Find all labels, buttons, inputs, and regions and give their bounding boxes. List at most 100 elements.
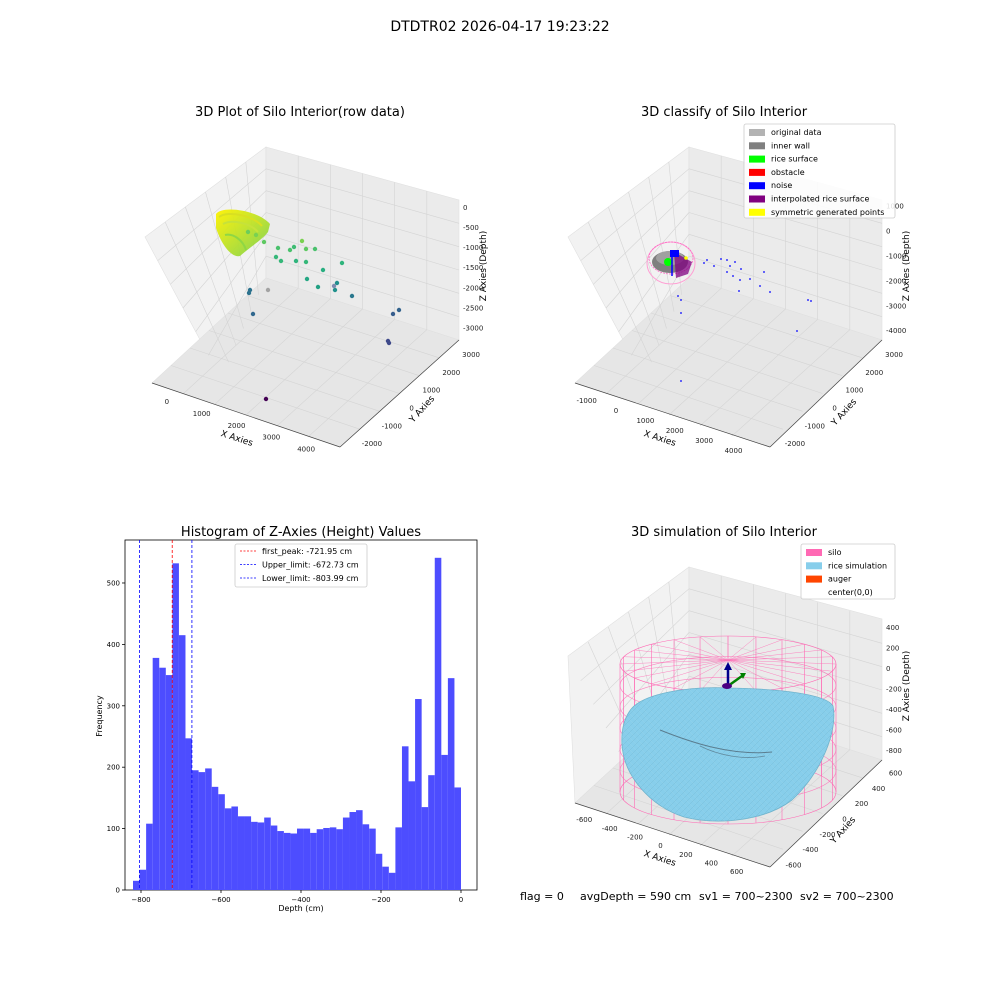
- noise-point: [732, 275, 734, 277]
- x-tick-label: 0: [459, 896, 463, 904]
- histogram-bar: [349, 812, 357, 890]
- histogram-x-ticks: −800 −600 −400 −200 0: [131, 890, 463, 904]
- x-tick-label: 400: [705, 859, 718, 867]
- panel-classify-3d: 3D classify of Silo Interior -1000 0 1000 2…: [567, 105, 912, 455]
- y-tick-label: 500: [107, 579, 120, 587]
- panel-raw-3d: 3D Plot of Silo Interior(row data) 0 1000…: [144, 105, 489, 454]
- z-tick-label: -1000: [463, 244, 483, 252]
- legend-swatch: [749, 155, 765, 163]
- scatter-point: [275, 245, 281, 251]
- histogram-bar: [165, 675, 173, 890]
- y-tick-label: -400: [803, 846, 819, 854]
- histogram-bar: [146, 823, 153, 890]
- legend-entry: noise: [749, 181, 792, 190]
- x-tick-label: -1000: [576, 397, 596, 405]
- legend-entry: Lower_limit: -803.99 cm: [240, 574, 359, 583]
- panel-classify-ylabel: Y Axies: [829, 397, 859, 429]
- histogram-bar: [257, 822, 265, 890]
- histogram-reference-lines: [139, 540, 193, 890]
- histogram-bar: [224, 808, 232, 890]
- legend-swatch: [806, 549, 822, 556]
- histogram-bar: [205, 768, 212, 890]
- histogram-bar: [283, 832, 291, 890]
- x-tick-label: 3000: [262, 434, 280, 442]
- histogram-bar: [218, 794, 225, 890]
- z-tick-label: 0: [463, 204, 467, 212]
- scatter-point: [253, 232, 259, 238]
- z-tick-label: -4000: [886, 327, 906, 335]
- legend-label: symmetric generated points: [771, 208, 884, 217]
- legend-swatch: [806, 562, 822, 570]
- scatter-point: [386, 340, 392, 346]
- histogram-bar: [172, 563, 179, 890]
- y-tick-label: -200: [820, 831, 836, 839]
- classify-legend: original data inner wall rice surface obsta…: [743, 123, 896, 219]
- legend-swatch: [749, 129, 765, 136]
- scatter-point: [334, 280, 340, 286]
- histogram-bar: [244, 816, 252, 890]
- z-tick-label: -600: [886, 727, 902, 735]
- histogram-bar: [270, 825, 278, 890]
- y-tick-label: 0: [842, 816, 846, 824]
- histogram-bar: [185, 738, 193, 890]
- scatter-point: [293, 258, 299, 264]
- noise-point: [810, 300, 812, 302]
- y-tick-label: 3000: [462, 351, 480, 359]
- noise-point: [729, 265, 731, 267]
- footer-flag: flag = 0: [520, 890, 564, 903]
- histogram-bar: [415, 699, 422, 890]
- legend-label: Upper_limit: -672.73 cm: [262, 561, 359, 570]
- scatter-point: [312, 246, 318, 252]
- panel-classify-title: 3D classify of Silo Interior: [641, 105, 808, 120]
- y-tick-label: 3000: [885, 351, 903, 359]
- noise-point: [726, 259, 728, 261]
- legend-entry: symmetric generated points: [749, 208, 884, 217]
- histogram-bar: [192, 770, 199, 890]
- panel-simulation-title: 3D simulation of Silo Interior: [631, 525, 818, 540]
- histogram-bar: [178, 635, 186, 890]
- noise-point: [734, 261, 736, 263]
- z-tick-label: -400: [886, 706, 902, 714]
- footer-sv2: sv2 = 700~2300: [800, 890, 894, 903]
- noise-point: [720, 258, 722, 260]
- legend-label: interpolated rice surface: [771, 195, 869, 204]
- x-tick-label: 4000: [297, 446, 315, 454]
- histogram-bar: [310, 832, 317, 890]
- panel-raw-zlabel: Z Axies (Depth): [479, 231, 489, 302]
- noise-point: [677, 295, 679, 297]
- histogram-bar: [342, 817, 350, 890]
- legend-entry: center(0,0): [806, 588, 873, 597]
- y-tick-label: 2000: [865, 369, 883, 377]
- auger-marker: [722, 662, 746, 689]
- scatter-point: [332, 287, 338, 293]
- noise-point: [763, 271, 765, 273]
- histogram-bar: [447, 678, 455, 890]
- y-tick-label: 0: [832, 404, 836, 412]
- histogram-xlabel: Depth (cm): [278, 904, 323, 913]
- z-tick-label: -2000: [463, 284, 483, 292]
- x-tick-label: −600: [211, 896, 230, 904]
- histogram-bar: [251, 821, 258, 890]
- y-tick-label: 300: [107, 702, 120, 710]
- simulation-legend: silo rice simulation auger center(0,0): [800, 543, 896, 600]
- y-tick-label: 1000: [846, 387, 864, 395]
- x-tick-label: 0: [658, 842, 662, 850]
- histogram-bar: [329, 827, 337, 890]
- histogram-legend: first_peak: -721.95 cm Upper_limit: -672.…: [234, 543, 368, 588]
- legend-entry: inner wall: [749, 141, 810, 150]
- legend-label: rice surface: [771, 155, 818, 164]
- histogram-bar: [139, 869, 147, 890]
- noise-point: [680, 312, 682, 314]
- legend-label: inner wall: [771, 141, 810, 150]
- legend-entry: obstacle: [749, 168, 805, 177]
- x-tick-label: 1000: [193, 410, 211, 418]
- panel-raw-title: 3D Plot of Silo Interior(row data): [195, 105, 405, 120]
- legend-swatch: [749, 195, 765, 203]
- footer-sv1: sv1 = 700~2300: [699, 890, 793, 903]
- histogram-bar: [277, 831, 284, 890]
- histogram-bar: [231, 806, 238, 890]
- legend-swatch: [749, 182, 765, 190]
- scatter-point: [339, 260, 345, 266]
- legend-label: Lower_limit: -803.99 cm: [262, 574, 359, 583]
- noise-point: [749, 278, 751, 280]
